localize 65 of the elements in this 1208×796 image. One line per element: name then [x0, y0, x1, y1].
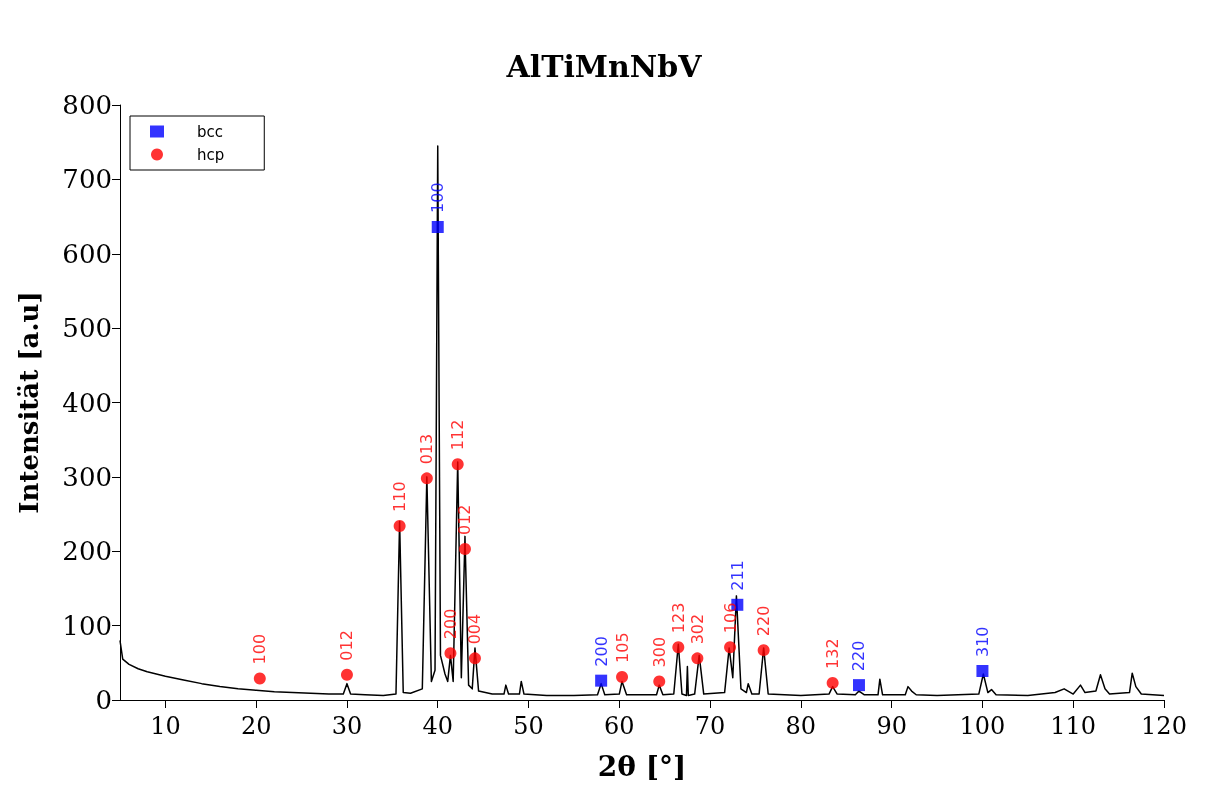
x-tick-label: 60 — [604, 712, 635, 740]
annotation: 200 — [440, 608, 460, 640]
x-tick-label: 120 — [1141, 712, 1187, 740]
annotation: 012 — [455, 504, 475, 536]
point — [253, 672, 266, 685]
y-tick-label: 300 — [62, 461, 112, 492]
x-tick-label: 90 — [876, 712, 907, 740]
x-axis-title: 2θ [°] — [597, 749, 687, 783]
annotation: 004 — [465, 613, 485, 645]
point — [431, 220, 444, 233]
point — [468, 652, 481, 665]
y-tick-label: 500 — [62, 313, 112, 344]
x-tick-label: 40 — [422, 712, 454, 740]
annotation: 100 — [250, 633, 270, 665]
annotation: 106 — [720, 602, 740, 634]
point — [451, 458, 464, 471]
y-tick-label: 0 — [95, 685, 112, 715]
x-tick-label: 80 — [785, 712, 817, 740]
point — [691, 652, 704, 665]
y-tick-label: 200 — [62, 536, 112, 567]
y-axis-title: Intensität [a.u] — [14, 291, 44, 514]
point — [852, 679, 865, 692]
annotation: 012 — [337, 630, 357, 661]
annotation: 100 — [428, 182, 448, 213]
point — [724, 641, 737, 654]
point — [340, 668, 353, 681]
point — [826, 676, 839, 689]
point — [444, 647, 457, 660]
point — [672, 641, 685, 654]
point — [458, 543, 471, 556]
x-tick-label: 110 — [1050, 712, 1097, 740]
x-tick-label: 100 — [959, 712, 1006, 740]
y-tick-label: 100 — [62, 610, 112, 641]
point — [595, 674, 608, 687]
annotation: 013 — [417, 433, 437, 465]
annotation: 112 — [448, 419, 468, 451]
point — [616, 670, 629, 683]
annotation: 220 — [849, 640, 869, 672]
y-tick-label: 700 — [62, 164, 112, 195]
y-tick-label: 400 — [62, 387, 112, 418]
annotation: 302 — [687, 613, 707, 645]
annotation: 200 — [591, 636, 611, 667]
y-tick-label: 600 — [62, 238, 112, 269]
annotation: 123 — [668, 602, 688, 634]
point — [420, 472, 433, 485]
x-tick-label: 70 — [694, 712, 726, 740]
annotation: 310 — [972, 626, 992, 657]
legend-label: bcc — [197, 122, 224, 141]
annotation: 132 — [823, 638, 843, 669]
x-tick-label: 10 — [150, 712, 181, 740]
point — [653, 675, 666, 688]
legend-label: hcp — [197, 145, 225, 164]
annotation: 105 — [612, 632, 632, 663]
x-tick-label: 20 — [240, 712, 272, 740]
annotation: 300 — [649, 636, 669, 668]
point — [393, 519, 406, 532]
x-tick-label: 50 — [513, 712, 544, 740]
point — [757, 644, 770, 657]
annotation: 110 — [390, 481, 410, 512]
y-tick-label: 800 — [62, 90, 112, 120]
annotation: 211 — [727, 560, 747, 591]
x-tick-label: 30 — [331, 712, 363, 740]
chart-title: AlTiMnNbV — [505, 48, 703, 84]
point — [976, 664, 989, 677]
annotation: 220 — [754, 605, 774, 637]
